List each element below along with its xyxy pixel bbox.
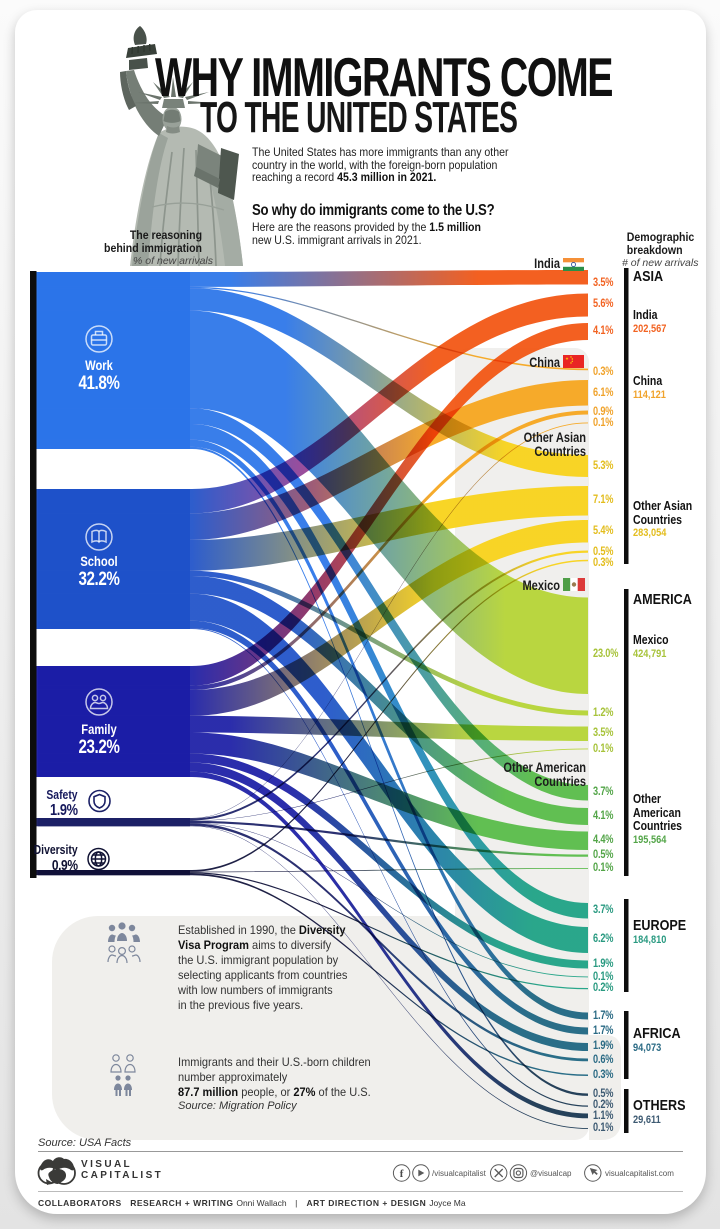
- svg-text:/visualcapitalist: /visualcapitalist: [432, 1169, 487, 1178]
- svg-text:f: f: [400, 1168, 404, 1180]
- svg-text:@visualcap: @visualcap: [530, 1169, 572, 1178]
- svg-text:visualcapitalist.com: visualcapitalist.com: [605, 1169, 674, 1178]
